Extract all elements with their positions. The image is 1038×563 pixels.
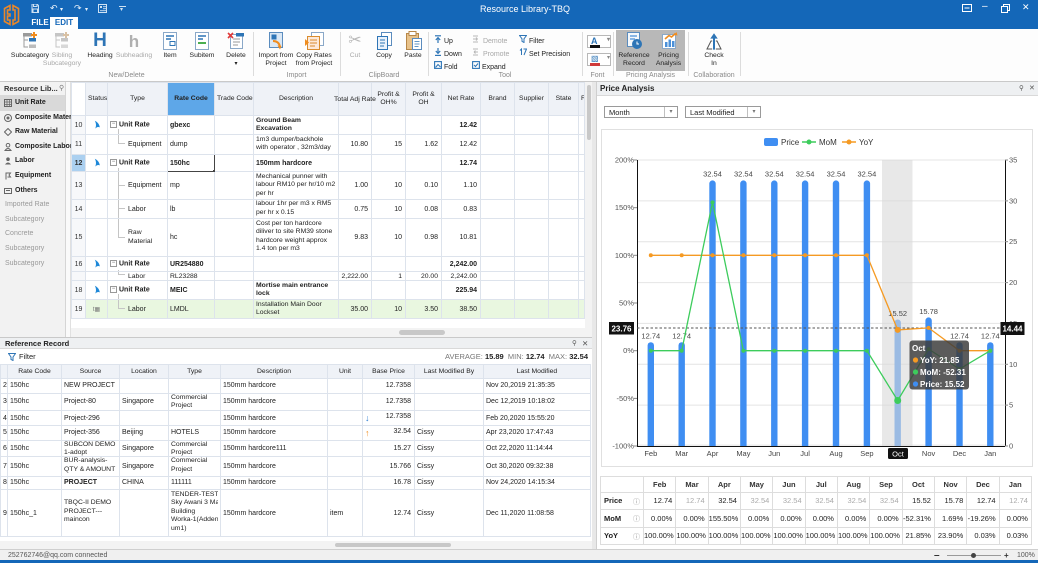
svg-text:Apr: Apr <box>707 449 719 458</box>
svg-text:32.54: 32.54 <box>827 170 846 179</box>
svg-text:Jan: Jan <box>984 449 996 458</box>
svg-text:20: 20 <box>1009 278 1017 287</box>
svg-text:35: 35 <box>1009 156 1017 165</box>
svg-text:Jun: Jun <box>768 449 780 458</box>
svg-text:Price: 15.52: Price: 15.52 <box>920 380 965 389</box>
svg-text:Aug: Aug <box>829 449 842 458</box>
svg-text:Jul: Jul <box>800 449 810 458</box>
svg-text:50%: 50% <box>619 299 634 308</box>
svg-text:MoM: MoM <box>819 138 837 147</box>
svg-text:Feb: Feb <box>644 449 657 458</box>
svg-text:200%: 200% <box>615 156 635 165</box>
svg-text:12.74: 12.74 <box>950 332 969 341</box>
svg-text:100%: 100% <box>615 251 635 260</box>
svg-text:0%: 0% <box>623 346 634 355</box>
svg-text:12.74: 12.74 <box>641 332 660 341</box>
svg-text:Oct: Oct <box>892 450 905 459</box>
svg-text:Oct: Oct <box>912 344 926 353</box>
svg-text:23.76: 23.76 <box>611 325 632 334</box>
svg-text:YoY: 21.85: YoY: 21.85 <box>920 356 960 365</box>
svg-text:25: 25 <box>1009 237 1017 246</box>
svg-text:5: 5 <box>1009 401 1013 410</box>
svg-text:12.74: 12.74 <box>981 332 1000 341</box>
svg-text:32.54: 32.54 <box>703 170 722 179</box>
svg-text:YoY: YoY <box>859 138 874 147</box>
svg-text:Price: Price <box>781 138 800 147</box>
svg-text:150%: 150% <box>615 203 635 212</box>
svg-text:Sep: Sep <box>860 449 873 458</box>
svg-text:14.44: 14.44 <box>1002 325 1023 334</box>
svg-text:12.74: 12.74 <box>672 332 691 341</box>
svg-text:0: 0 <box>1009 442 1013 451</box>
svg-text:10: 10 <box>1009 360 1017 369</box>
svg-text:Nov: Nov <box>922 449 936 458</box>
svg-text:32.54: 32.54 <box>765 170 784 179</box>
svg-text:32.54: 32.54 <box>734 170 753 179</box>
svg-text:30: 30 <box>1009 197 1017 206</box>
svg-text:May: May <box>736 449 750 458</box>
svg-text:Mar: Mar <box>675 449 688 458</box>
svg-text:32.54: 32.54 <box>858 170 877 179</box>
svg-text:-100%: -100% <box>612 442 634 451</box>
svg-text:15.78: 15.78 <box>919 307 938 316</box>
svg-text:32.54: 32.54 <box>796 170 815 179</box>
svg-text:Dec: Dec <box>953 449 967 458</box>
svg-text:15.52: 15.52 <box>888 309 907 318</box>
svg-text:MoM: -52.31: MoM: -52.31 <box>920 368 966 377</box>
svg-text:-50%: -50% <box>616 394 634 403</box>
